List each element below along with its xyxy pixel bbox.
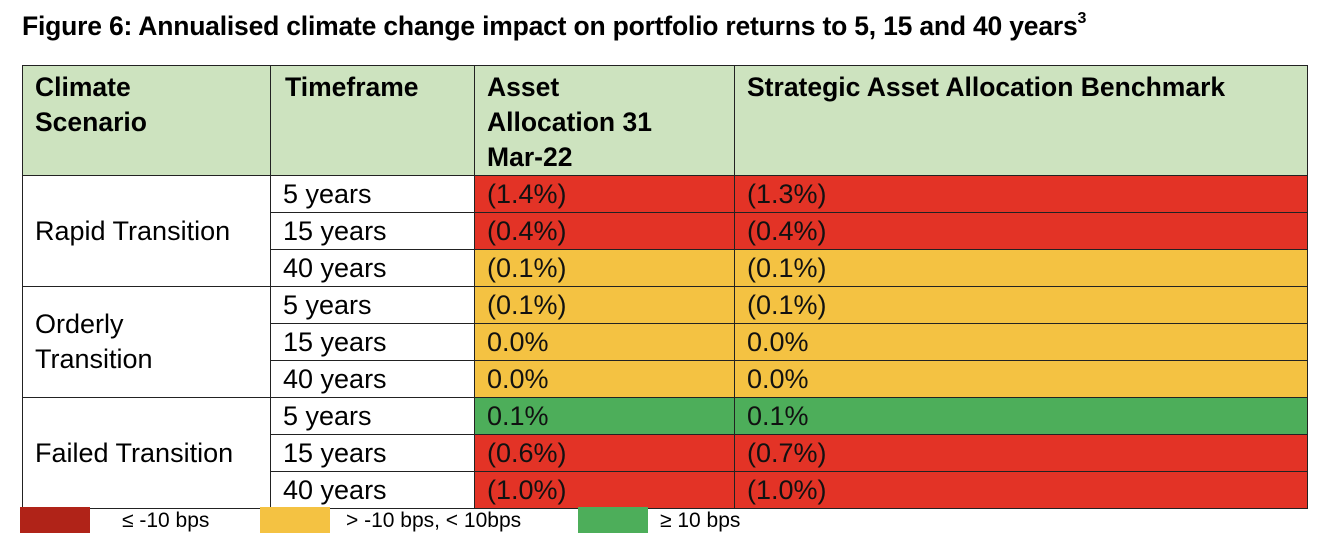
timeframe-cell: 5 years [270, 286, 475, 324]
table-row: Orderly Transition 5 years (0.1%) (0.1%) [22, 286, 1308, 398]
timeframe-cell: 15 years [270, 323, 475, 361]
figure-title-text: Figure 6: Annualised climate change impa… [22, 11, 1078, 41]
benchmark-value: (0.1%) [734, 249, 1308, 287]
table-row: Rapid Transition 5 years (1.4%) (1.3%) [22, 175, 1308, 287]
asset-allocation-value: (0.1%) [474, 249, 735, 287]
asset-allocation-value: (1.0%) [474, 471, 735, 509]
table-row: 40 years (1.0%) (1.0%) [23, 471, 1308, 509]
benchmark-value: 0.0% [734, 360, 1308, 398]
legend: ≤ -10 bps > -10 bps, < 10bps ≥ 10 bps [20, 507, 1320, 535]
timeframe-cell: 5 years [270, 175, 475, 213]
legend-label-negative: ≤ -10 bps [122, 509, 210, 532]
benchmark-value: 0.1% [734, 397, 1308, 435]
table-row: Failed Transition 5 years 0.1% 0.1% [22, 397, 1308, 509]
legend-swatch-neutral [260, 507, 330, 533]
header-timeframe: Timeframe [270, 65, 475, 176]
benchmark-value: (0.7%) [734, 434, 1308, 472]
header-asset-allocation: Asset Allocation 31 Mar-22 [474, 65, 735, 176]
timeframe-cell: 40 years [270, 360, 475, 398]
footnote-marker: 3 [1077, 10, 1087, 28]
table-row: 40 years (0.1%) (0.1%) [23, 249, 1308, 287]
asset-allocation-value: (0.4%) [474, 212, 735, 250]
legend-swatch-negative [20, 507, 90, 533]
asset-allocation-value: 0.1% [474, 397, 735, 435]
asset-allocation-value: (0.6%) [474, 434, 735, 472]
scenario-cell: Failed Transition [22, 397, 271, 509]
scenario-cell: Orderly Transition [22, 286, 271, 398]
header-row: Climate Scenario Timeframe Asset Allocat… [22, 65, 1308, 176]
climate-impact-table: Climate Scenario Timeframe Asset Allocat… [22, 65, 1308, 509]
figure-title: Figure 6: Annualised climate change impa… [22, 10, 1087, 42]
scenario-cell: Rapid Transition [22, 175, 271, 287]
legend-label-positive: ≥ 10 bps [660, 509, 741, 532]
table-body: Rapid Transition 5 years (1.4%) (1.3%) 15 ye… [22, 175, 1308, 509]
timeframe-cell: 5 years [270, 397, 475, 435]
asset-allocation-value: 0.0% [474, 360, 735, 398]
table-row: 40 years 0.0% 0.0% [23, 360, 1308, 398]
benchmark-value: (1.0%) [734, 471, 1308, 509]
asset-allocation-value: (0.1%) [474, 286, 735, 324]
benchmark-value: (1.3%) [734, 175, 1308, 213]
table-row: 15 years 0.0% 0.0% [23, 323, 1308, 361]
header-climate-scenario: Climate Scenario [22, 65, 271, 176]
timeframe-cell: 40 years [270, 249, 475, 287]
timeframe-cell: 15 years [270, 434, 475, 472]
benchmark-value: 0.0% [734, 323, 1308, 361]
timeframe-cell: 40 years [270, 471, 475, 509]
asset-allocation-value: (1.4%) [474, 175, 735, 213]
asset-allocation-value: 0.0% [474, 323, 735, 361]
legend-label-neutral: > -10 bps, < 10bps [346, 509, 522, 532]
header-benchmark: Strategic Asset Allocation Benchmark [734, 65, 1308, 176]
timeframe-cell: 15 years [270, 212, 475, 250]
benchmark-value: (0.1%) [734, 286, 1308, 324]
benchmark-value: (0.4%) [734, 212, 1308, 250]
legend-swatch-positive [578, 507, 648, 533]
